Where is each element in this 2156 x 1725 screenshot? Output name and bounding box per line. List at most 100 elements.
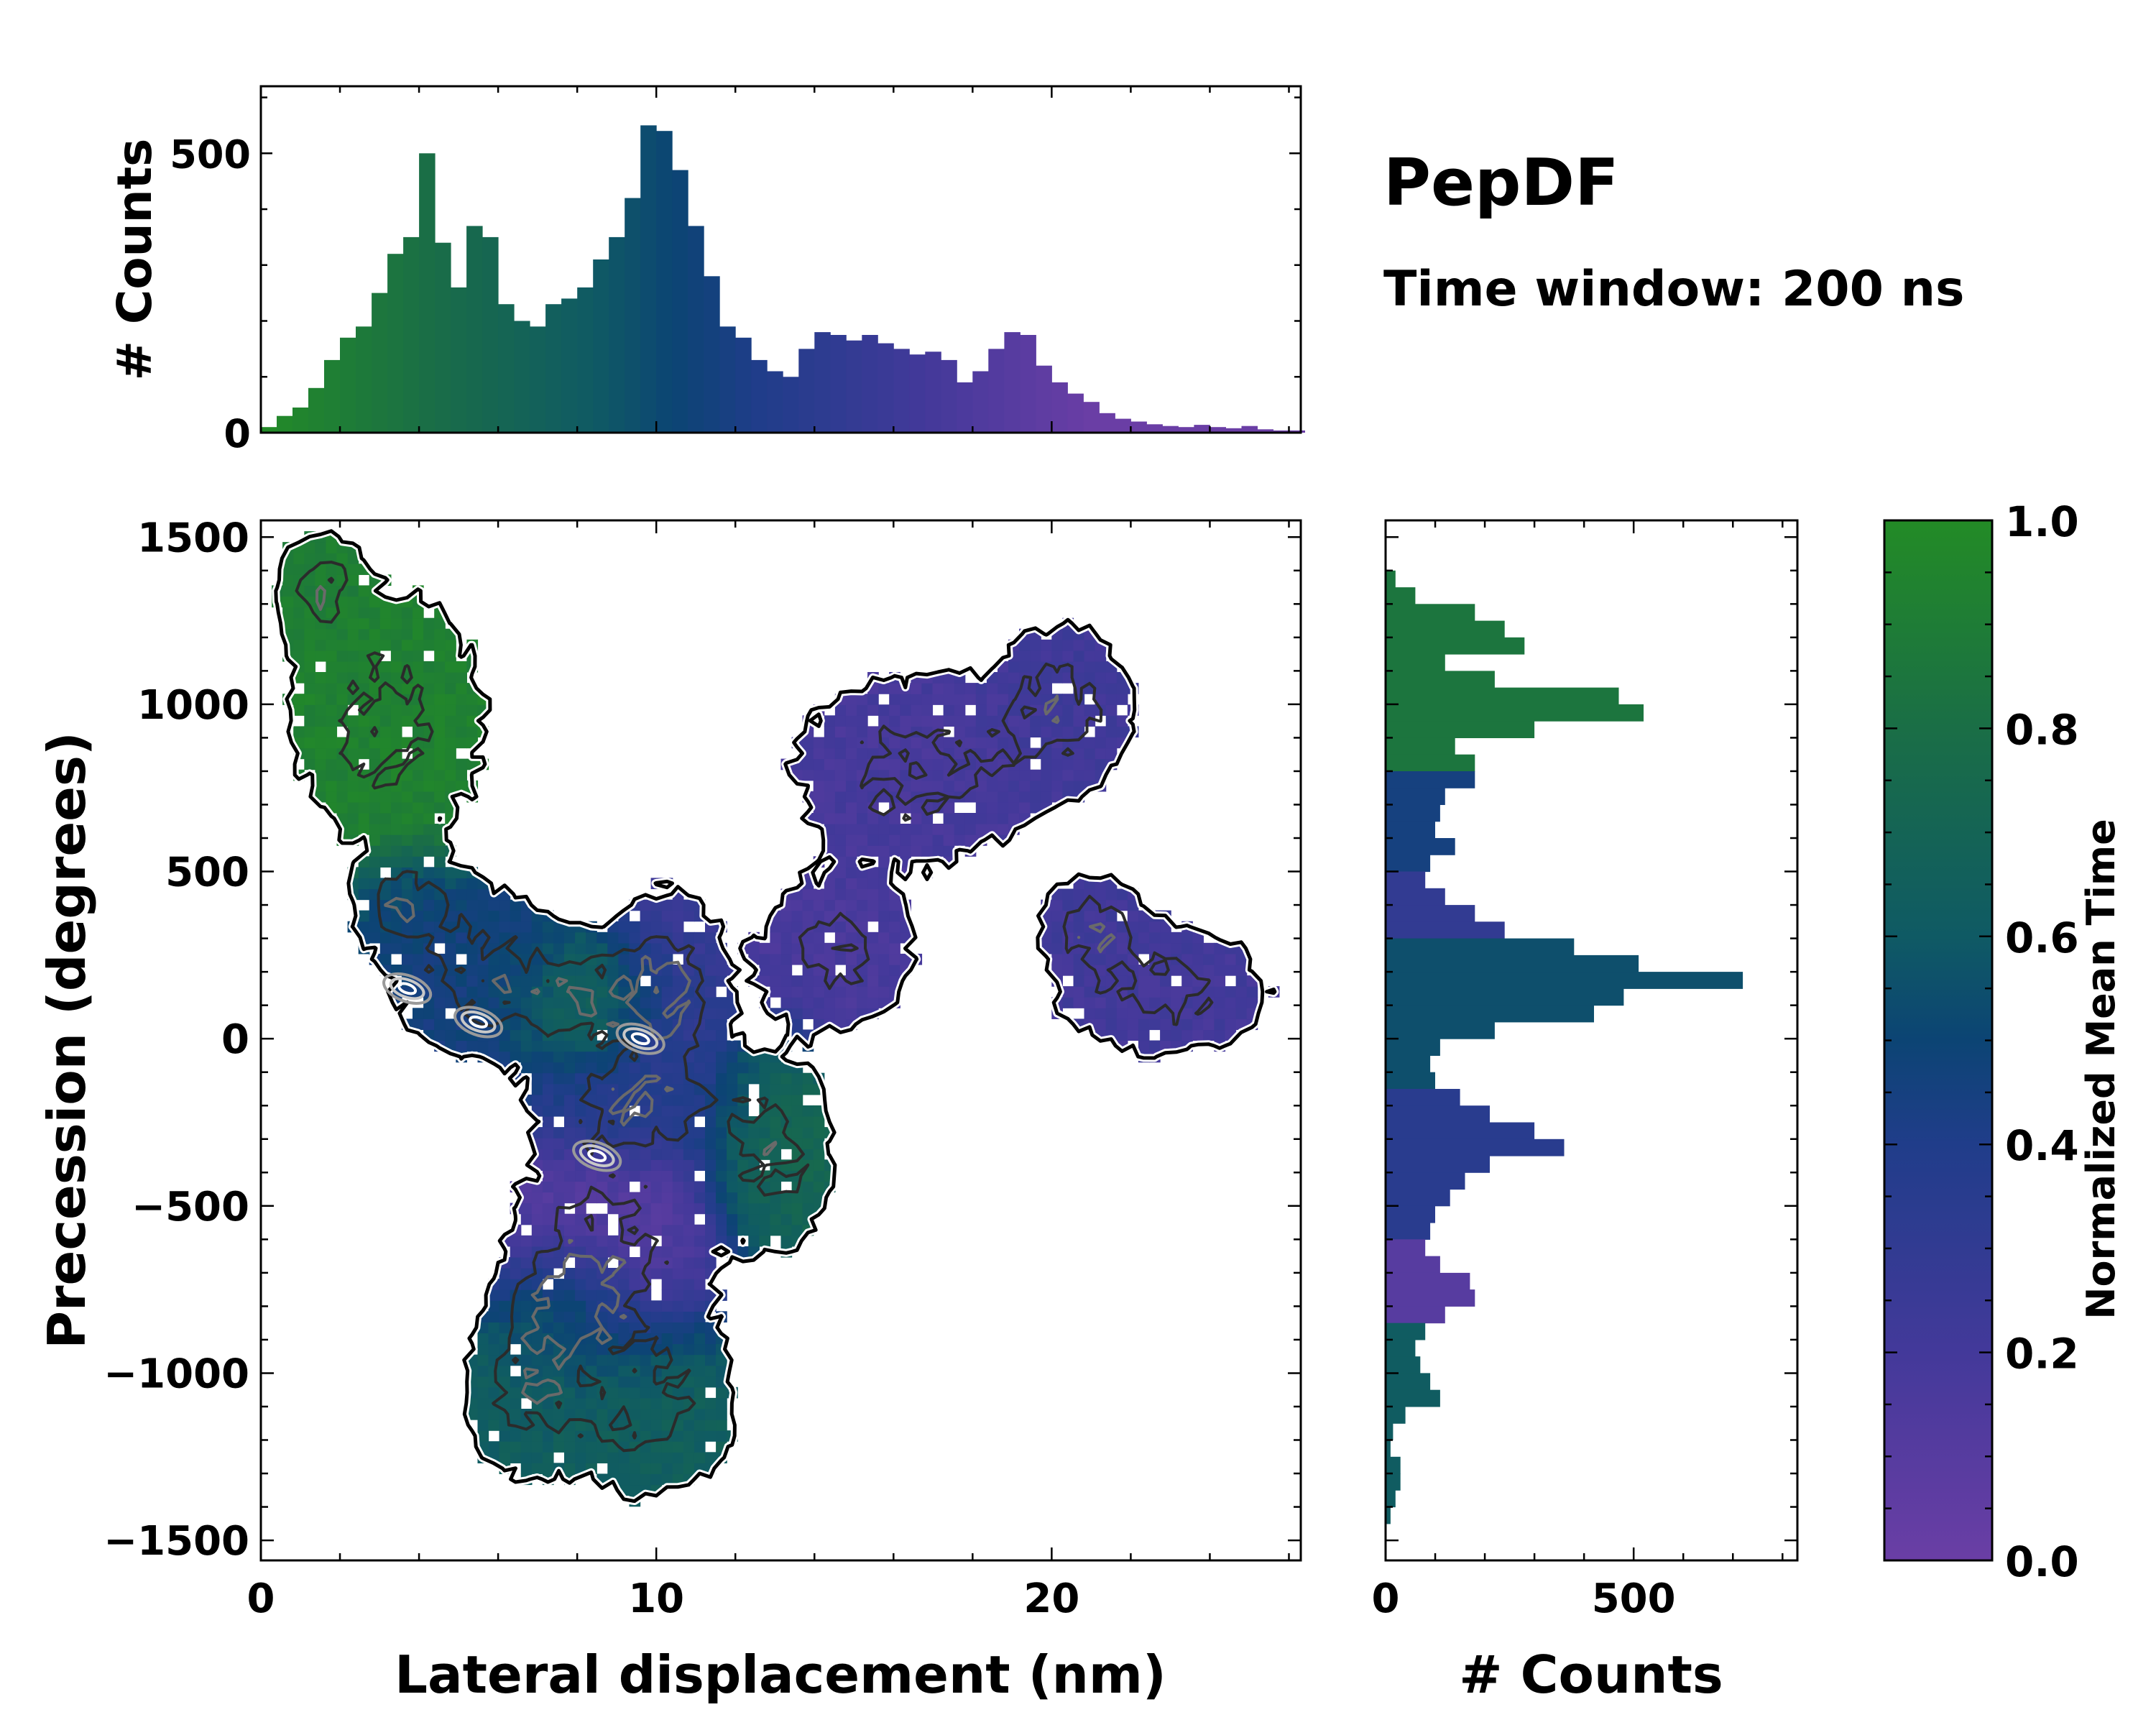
heatmap-cell: [456, 986, 467, 998]
heatmap-cell: [1138, 965, 1150, 976]
heatmap-cell: [390, 801, 402, 814]
heatmap-cell: [413, 888, 424, 901]
heatmap-cell: [304, 758, 315, 770]
heatmap-cell: [390, 694, 402, 705]
heatmap-cell: [401, 942, 413, 954]
heatmap-cell: [998, 683, 1009, 694]
heatmap-cell: [813, 997, 825, 1008]
heatmap-cell: [911, 694, 923, 705]
heatmap-cell: [586, 942, 597, 954]
heatmap-cell: [867, 845, 879, 857]
heatmap-cell: [499, 1365, 511, 1377]
hotspot-ring: [587, 1149, 607, 1162]
heatmap-cell: [1073, 715, 1085, 727]
heatmap-cell: [650, 1008, 663, 1019]
heatmap-cell: [1030, 769, 1041, 781]
heatmap-cell: [998, 813, 1009, 824]
heatmap-cell: [813, 813, 825, 824]
heatmap-cell: [1171, 965, 1182, 976]
heatmap-cell: [802, 899, 814, 911]
heatmap-cell: [477, 1343, 489, 1356]
right-histogram-bar: [1386, 1122, 1535, 1140]
heatmap-cell: [488, 986, 500, 998]
heatmap-cell: [640, 932, 652, 944]
heatmap-cell: [347, 769, 359, 781]
heatmap-cell: [1062, 899, 1074, 911]
right-histogram-bar: [1386, 1339, 1416, 1357]
heatmap-cell: [390, 813, 402, 824]
heatmap-cell: [867, 834, 879, 846]
top-histogram-bar: [1257, 429, 1273, 433]
heatmap-cell: [586, 1441, 597, 1453]
heatmap-cell: [586, 1409, 597, 1420]
heatmap-cell: [1171, 986, 1182, 998]
heatmap-cell: [564, 1170, 576, 1182]
heatmap-cell: [824, 888, 836, 901]
heatmap-cell: [694, 1257, 706, 1269]
heatmap-cell: [423, 953, 435, 965]
heatmap-cell: [1095, 683, 1107, 694]
heatmap-cell: [650, 1300, 663, 1312]
heatmap-cell: [456, 769, 467, 781]
heatmap-cell: [650, 1116, 663, 1128]
heatmap-cell: [390, 834, 402, 846]
heatmap-cell: [326, 564, 338, 575]
heatmap-cell: [413, 801, 424, 814]
heatmap-cell: [423, 791, 435, 803]
heatmap-cell: [780, 1083, 793, 1095]
heatmap-cell: [921, 834, 934, 846]
heatmap-cell: [878, 824, 890, 835]
top-histogram-bar: [498, 304, 515, 433]
heatmap-cell: [1138, 921, 1150, 933]
heatmap-cell: [618, 965, 630, 976]
heatmap-cell: [542, 1365, 554, 1377]
heatmap-cell: [672, 899, 684, 911]
heatmap-cell: [347, 585, 359, 597]
heatmap-cell: [607, 1322, 619, 1334]
heatmap-cell: [932, 683, 944, 694]
heatmap-cell: [629, 997, 641, 1008]
heatmap-cell: [1051, 672, 1063, 684]
right-histogram-bar: [1386, 1322, 1426, 1340]
heatmap-cell: [575, 1354, 586, 1366]
heatmap-cell: [1225, 965, 1237, 976]
heatmap-cell: [1203, 965, 1215, 976]
heatmap-cell: [1084, 639, 1096, 651]
heatmap-cell: [986, 694, 998, 705]
heatmap-cell: [845, 694, 857, 705]
heatmap-cell: [640, 1354, 652, 1366]
heatmap-cell: [672, 1202, 684, 1215]
heatmap-cell: [813, 737, 825, 749]
heatmap-cell: [510, 1441, 522, 1453]
heatmap-cell: [434, 704, 446, 716]
heatmap-cell: [542, 1040, 554, 1052]
heatmap-cell: [705, 986, 717, 998]
heatmap-cell: [553, 997, 565, 1008]
heatmap-cell: [596, 1420, 608, 1431]
heatmap-cell: [1019, 650, 1031, 662]
heatmap-cell: [1073, 726, 1085, 738]
top-histogram-bar: [482, 236, 499, 433]
heatmap-cell: [694, 1343, 706, 1356]
contour-line: [295, 561, 1214, 1453]
heatmap-cell: [737, 1083, 749, 1095]
heatmap-cell: [834, 899, 847, 911]
heatmap-cell: [845, 1008, 857, 1019]
heatmap-cell: [596, 942, 608, 954]
heatmap-cell: [596, 1452, 608, 1463]
heatmap-cell: [607, 1386, 619, 1399]
right-histogram-bar: [1386, 1223, 1431, 1240]
heatmap-cell: [1192, 997, 1204, 1008]
heatmap-cell: [390, 737, 402, 749]
heatmap-cell: [488, 921, 500, 933]
heatmap-cell: [813, 748, 825, 760]
heatmap-cell: [661, 1300, 673, 1312]
heatmap-cell: [975, 726, 987, 738]
heatmap-cell: [705, 1202, 717, 1215]
heatmap-cell: [423, 888, 435, 901]
heatmap-cell: [759, 1235, 771, 1247]
heatmap-cell: [1084, 975, 1096, 987]
heatmap-cell: [575, 1409, 586, 1420]
heatmap-cell: [488, 1343, 500, 1356]
heatmap-cell: [834, 704, 847, 716]
